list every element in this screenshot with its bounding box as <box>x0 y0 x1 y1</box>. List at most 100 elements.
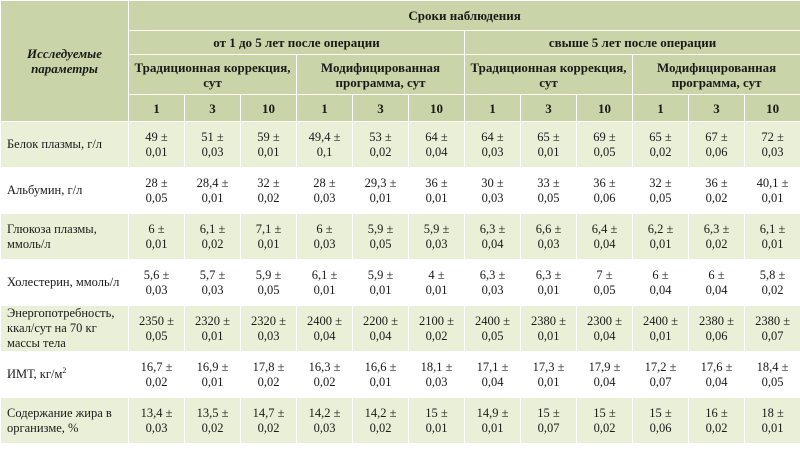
table-row: Глюкоза плазмы, ммоль/л 6 ±0,01 6,1 ±0,02 7… <box>0 213 800 260</box>
day-header: 1 <box>632 94 689 122</box>
mean-value: 18 ± <box>761 405 784 420</box>
param-label: Белок плазмы, г/л <box>0 121 129 168</box>
error-value: 0,1 <box>316 144 333 159</box>
program-header-3: Традиционная коррекция, сут <box>464 54 633 95</box>
error-value: 0,07 <box>649 374 672 389</box>
error-value: 0,02 <box>257 374 280 389</box>
value-cell: 16,3 ±0,02 <box>296 351 353 398</box>
mean-value: 2200 ± <box>363 313 398 328</box>
error-value: 0,05 <box>369 236 392 251</box>
value-cell: 4 ±0,01 <box>408 259 465 306</box>
value-cell: 2100 ±0,02 <box>408 305 465 352</box>
error-value: 0,01 <box>537 374 560 389</box>
value-cell: 18,4 ±0,05 <box>743 351 800 398</box>
error-value: 0,01 <box>761 420 784 435</box>
value-cell: 15 ±0,07 <box>520 397 577 444</box>
table-row: ИМТ, кг/м2 16,7 ±0,02 16,9 ±0,01 17,8 ±0,02… <box>0 351 800 398</box>
value-cell: 18 ±0,01 <box>743 397 800 444</box>
mean-value: 13,4 ± <box>140 405 173 420</box>
value-cell: 17,2 ±0,07 <box>632 351 689 398</box>
table-row: Белок плазмы, г/л 49 ±0,01 51 ±0,03 59 ±0,0… <box>0 121 800 168</box>
error-value: 0,04 <box>705 282 728 297</box>
period-header-2: свыше 5 лет после операции <box>463 30 800 55</box>
error-value: 0,02 <box>369 420 392 435</box>
value-cell: 6,2 ±0,01 <box>632 213 689 260</box>
param-label: Энергопотребность, ккал/сут на 70 кг мас… <box>0 305 129 352</box>
value-cell: 28 ±0,03 <box>296 167 353 214</box>
mean-value: 15 ± <box>537 405 560 420</box>
error-value: 0,02 <box>593 420 616 435</box>
mean-value: 14,9 ± <box>476 405 509 420</box>
value-cell: 33 ±0,05 <box>520 167 577 214</box>
day-header: 3 <box>520 94 577 122</box>
error-value: 0,03 <box>201 282 224 297</box>
error-value: 0,02 <box>425 328 448 343</box>
mean-value: 2380 ± <box>531 313 566 328</box>
error-value: 0,02 <box>649 144 672 159</box>
mean-value: 6,3 ± <box>535 267 562 282</box>
value-cell: 64 ±0,04 <box>408 121 465 168</box>
value-cell: 6,6 ±0,03 <box>520 213 577 260</box>
param-label: Глюкоза плазмы, ммоль/л <box>0 213 129 260</box>
mean-value: 17,2 ± <box>644 359 677 374</box>
error-value: 0,04 <box>313 328 336 343</box>
error-value: 0,06 <box>705 328 728 343</box>
day-header: 1 <box>128 94 185 122</box>
value-cell: 6 ±0,01 <box>128 213 185 260</box>
error-value: 0,05 <box>257 282 280 297</box>
mean-value: 14,7 ± <box>252 405 285 420</box>
value-cell: 15 ±0,01 <box>408 397 465 444</box>
mean-value: 65 ± <box>537 129 560 144</box>
value-cell: 2350 ±0,05 <box>128 305 185 352</box>
value-cell: 2380 ±0,01 <box>520 305 577 352</box>
mean-value: 5,9 ± <box>367 221 394 236</box>
error-value: 0,06 <box>593 190 616 205</box>
table-row: Энергопотребность, ккал/сут на 70 кг мас… <box>0 305 800 352</box>
mean-value: 2400 ± <box>643 313 678 328</box>
program-header-2: Модифицированная программа, сут <box>296 54 465 95</box>
day-header: 3 <box>688 94 745 122</box>
param-label: Содержание жира в организме, % <box>0 397 129 444</box>
error-value: 0,03 <box>145 282 168 297</box>
mean-value: 53 ± <box>369 129 392 144</box>
day-header: 3 <box>352 94 409 122</box>
mean-value: 2380 ± <box>755 313 791 328</box>
error-value: 0,03 <box>481 190 504 205</box>
mean-value: 6,3 ± <box>703 221 730 236</box>
mean-value: 16 ± <box>705 405 728 420</box>
mean-value: 15 ± <box>425 405 448 420</box>
error-value: 0,03 <box>761 144 784 159</box>
error-value: 0,01 <box>425 282 448 297</box>
mean-value: 7 ± <box>596 267 613 282</box>
error-value: 0,05 <box>593 144 616 159</box>
value-cell: 2320 ±0,03 <box>240 305 297 352</box>
mean-value: 16,3 ± <box>308 359 341 374</box>
observation-period-header: Сроки наблюдения <box>127 0 800 31</box>
value-cell: 65 ±0,01 <box>520 121 577 168</box>
value-cell: 16,9 ±0,01 <box>184 351 241 398</box>
value-cell: 5,9 ±0,05 <box>352 213 409 260</box>
mean-value: 6,3 ± <box>479 221 506 236</box>
mean-value: 5,9 ± <box>423 221 450 236</box>
mean-value: 29,3 ± <box>364 175 397 190</box>
param-label: Холестерин, ммоль/л <box>0 259 129 306</box>
mean-value: 28 ± <box>313 175 336 190</box>
day-header: 10 <box>743 94 800 122</box>
day-header: 3 <box>184 94 241 122</box>
error-value: 0,05 <box>145 190 168 205</box>
value-cell: 36 ±0,02 <box>688 167 745 214</box>
program-header-1: Традиционная коррекция, сут <box>128 54 297 95</box>
mean-value: 17,1 ± <box>476 359 509 374</box>
mean-value: 33 ± <box>537 175 560 190</box>
mean-value: 4 ± <box>428 267 445 282</box>
value-cell: 53 ±0,02 <box>352 121 409 168</box>
error-value: 0,02 <box>369 144 392 159</box>
value-cell: 6,1 ±0,01 <box>743 213 800 260</box>
mean-value: 13,5 ± <box>196 405 229 420</box>
value-cell: 7,1 ±0,01 <box>240 213 297 260</box>
value-cell: 6 ±0,03 <box>296 213 353 260</box>
error-value: 0,01 <box>369 190 392 205</box>
mean-value: 2320 ± <box>251 313 286 328</box>
mean-value: 6,1 ± <box>759 221 786 236</box>
error-value: 0,01 <box>649 328 672 343</box>
